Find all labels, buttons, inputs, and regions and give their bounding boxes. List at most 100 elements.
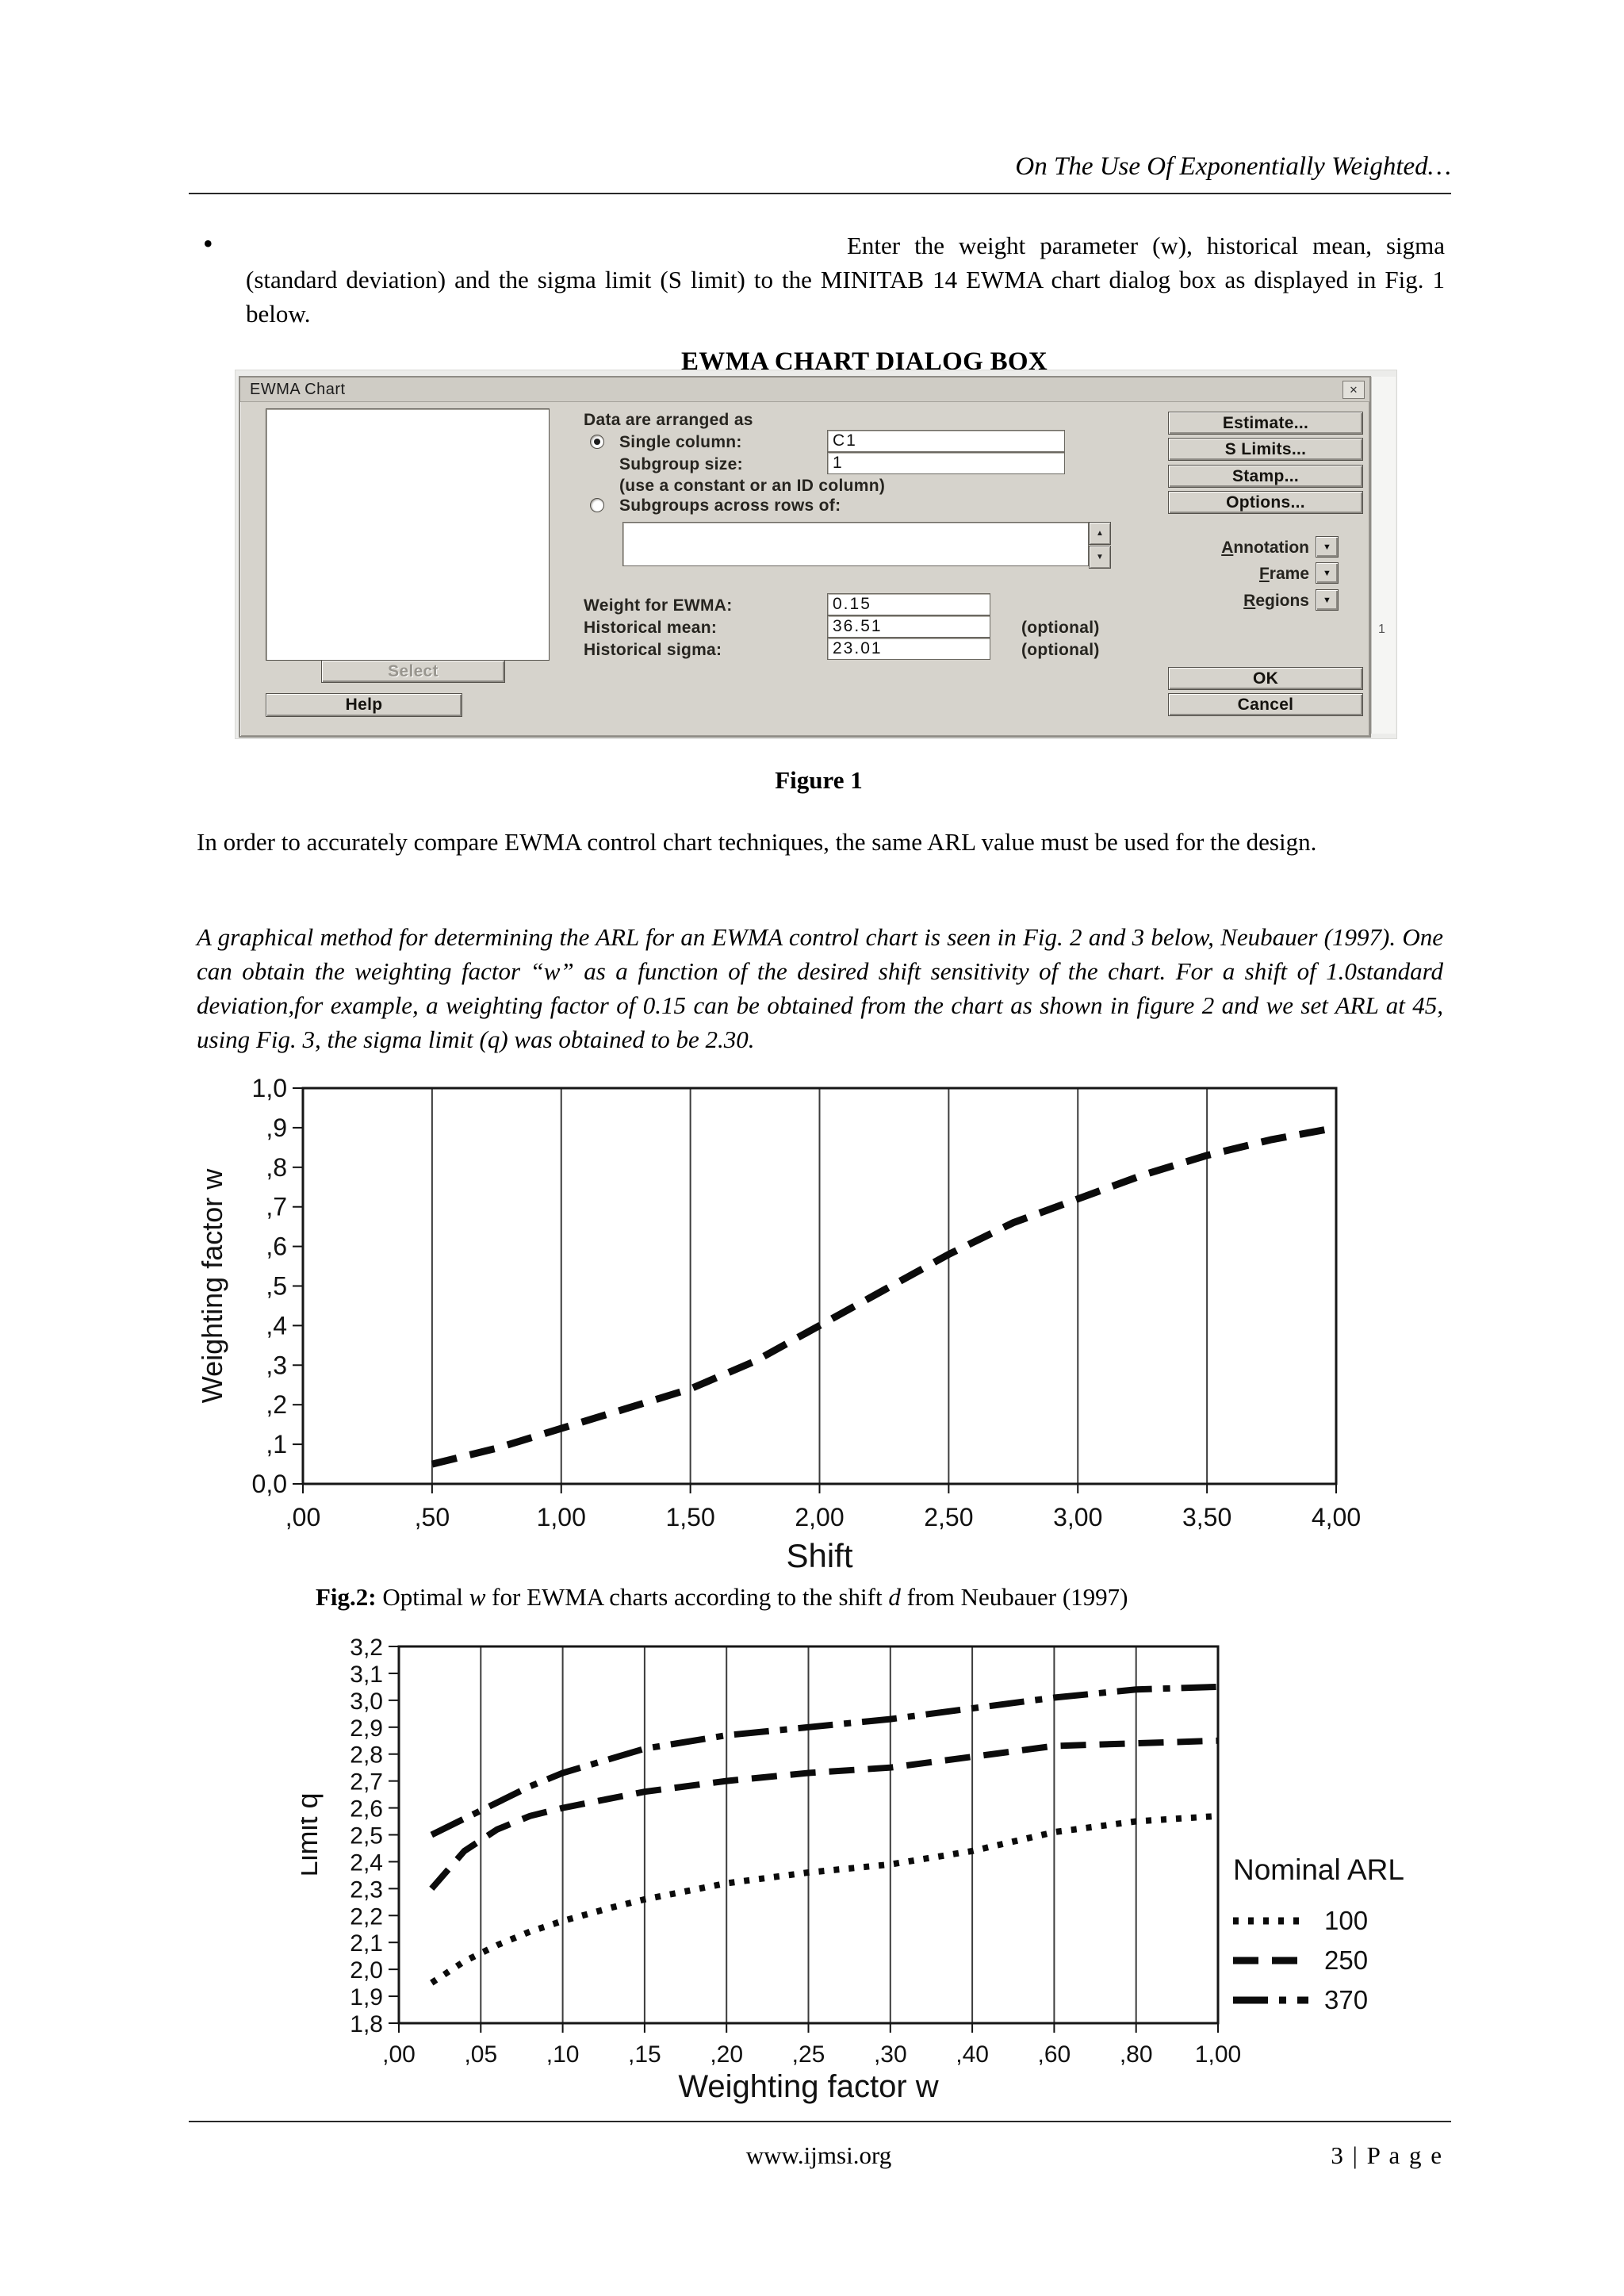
dialog-titlebar[interactable]: EWMA Chart ✕ (240, 378, 1369, 402)
svg-text:,00: ,00 (285, 1503, 320, 1531)
cancel-button[interactable]: Cancel (1168, 693, 1363, 716)
svg-text:,6: ,6 (266, 1232, 287, 1261)
svg-text:3,50: 3,50 (1182, 1503, 1231, 1531)
svg-text:,8: ,8 (266, 1153, 287, 1182)
svg-text:3,0: 3,0 (350, 1688, 383, 1715)
svg-text:3,2: 3,2 (350, 1635, 383, 1661)
subgroups-rows-label: Subgroups across rows of: (619, 496, 841, 515)
mean-optional-label: (optional) (1021, 619, 1100, 637)
svg-text:250: 250 (1324, 1945, 1368, 1975)
ewma-dialog-window: EWMA Chart ✕ Data are arranged as Single… (239, 376, 1371, 738)
ok-button[interactable]: OK (1168, 667, 1363, 690)
svg-text:Nominal ARL: Nominal ARL (1233, 1853, 1404, 1886)
svg-text:,4: ,4 (266, 1311, 287, 1340)
svg-text:,1: ,1 (266, 1430, 287, 1458)
svg-text:1,8: 1,8 (350, 2011, 383, 2037)
svg-text:2,5: 2,5 (350, 1823, 383, 1849)
svg-text:1,00: 1,00 (537, 1503, 586, 1531)
data-arranged-label: Data are arranged as (584, 411, 753, 429)
constant-hint-label: (use a constant or an ID column) (619, 477, 886, 495)
svg-text:2,1: 2,1 (350, 1930, 383, 1957)
svg-text:2,00: 2,00 (795, 1503, 844, 1531)
column-listbox[interactable] (266, 408, 550, 661)
close-icon[interactable]: ✕ (1342, 381, 1365, 399)
svg-text:,50: ,50 (415, 1503, 450, 1531)
regions-dropdown-button[interactable]: ▼ (1316, 589, 1339, 611)
weight-input[interactable]: 0.15 (827, 593, 990, 615)
s-limits-button[interactable]: S Limits... (1168, 438, 1363, 461)
fig2-caption-prefix: Fig.2: (316, 1583, 377, 1611)
fig2-caption-w: w (469, 1583, 486, 1611)
svg-text:2,3: 2,3 (350, 1876, 383, 1903)
figure1-caption: Figure 1 (775, 766, 863, 794)
svg-text:,60: ,60 (1038, 2041, 1071, 2068)
svg-text:Weighting factor w: Weighting factor w (678, 2069, 938, 2104)
svg-text:1,50: 1,50 (665, 1503, 714, 1531)
svg-text:,3: ,3 (266, 1351, 287, 1379)
svg-text:2,6: 2,6 (350, 1796, 383, 1823)
help-button[interactable]: Help (266, 693, 462, 717)
fig2-caption-part1: Optimal (376, 1583, 469, 1611)
sigma-input[interactable]: 23.01 (827, 638, 990, 660)
fig2-caption: Fig.2: Optimal w for EWMA charts accordi… (316, 1580, 1450, 1614)
options-button[interactable]: Options... (1168, 491, 1363, 514)
frame-dropdown-label: Frame (1258, 565, 1309, 583)
fig2-svg: ,00 ,50 1,00 1,50 2,00 2,50 3,00 3,50 4,00 1,0 ,9,… (198, 1074, 1361, 1574)
svg-text:,5: ,5 (266, 1272, 287, 1301)
svg-text:1,0: 1,0 (252, 1074, 287, 1102)
svg-text:,15: ,15 (628, 2041, 661, 2068)
svg-text:0,0: 0,0 (252, 1470, 287, 1498)
annotation-dropdown-button[interactable]: ▼ (1316, 536, 1339, 558)
subgroups-rows-radio[interactable] (590, 498, 604, 512)
svg-text:2,50: 2,50 (924, 1503, 973, 1531)
fig3-svg: ,00 ,05 ,10 ,15 ,20 ,25 ,30 ,40 ,60 ,80 1,00 3,23,1… (301, 1635, 1404, 2104)
dialog-title: EWMA Chart (250, 381, 346, 398)
frame-dropdown-button[interactable]: ▼ (1316, 562, 1339, 584)
svg-text:,05: ,05 (464, 2041, 497, 2068)
svg-text:3,1: 3,1 (350, 1662, 383, 1688)
subgroups-rows-input[interactable] (622, 522, 1089, 566)
svg-text:2,2: 2,2 (350, 1903, 383, 1930)
svg-text:,10: ,10 (546, 2041, 580, 2068)
weight-label: Weight for EWMA: (584, 596, 733, 615)
estimate-button[interactable]: Estimate... (1168, 412, 1363, 435)
fig2-caption-part3: from Neubauer (1997) (900, 1583, 1128, 1611)
graphical-method-paragraph: A graphical method for determining the A… (197, 923, 1443, 1053)
bullet-glyph: • (203, 228, 213, 259)
svg-text:4,00: 4,00 (1312, 1503, 1361, 1531)
svg-text:370: 370 (1324, 1985, 1368, 2014)
spinner-down-icon[interactable]: ▼ (1089, 546, 1111, 569)
svg-text:,2: ,2 (266, 1390, 287, 1419)
footer-rule (189, 2121, 1451, 2122)
background-row-number: 1 (1378, 623, 1385, 636)
svg-text:1,00: 1,00 (1195, 2041, 1241, 2068)
footer-website: www.ijmsi.org (745, 2141, 892, 2169)
single-column-label: Single column: (619, 433, 742, 451)
fig2-caption-d: d (888, 1583, 901, 1611)
svg-text:2,8: 2,8 (350, 1742, 383, 1769)
intro-paragraph: Enter the weight parameter (w), historic… (246, 232, 1445, 328)
rows-spinner[interactable]: ▲ ▼ (1089, 522, 1111, 569)
fig2-chart: ,00 ,50 1,00 1,50 2,00 2,50 3,00 3,50 4,00 1,0 ,9,… (198, 1061, 1435, 1585)
svg-text:100: 100 (1324, 1906, 1368, 1935)
svg-text:2,0: 2,0 (350, 1957, 383, 1984)
fig3-chart: ,00 ,05 ,10 ,15 ,20 ,25 ,30 ,40 ,60 ,80 1,00 3,2 3,1… (301, 1618, 1491, 2110)
mean-input[interactable]: 36.51 (827, 615, 990, 638)
select-button[interactable]: Select (321, 660, 505, 683)
svg-text:2,9: 2,9 (350, 1715, 383, 1742)
svg-text:,30: ,30 (874, 2041, 907, 2068)
spinner-up-icon[interactable]: ▲ (1089, 522, 1111, 545)
mean-label: Historical mean: (584, 619, 718, 637)
svg-text:3,00: 3,00 (1053, 1503, 1102, 1531)
stamp-button[interactable]: Stamp... (1168, 465, 1363, 488)
svg-text:,20: ,20 (710, 2041, 743, 2068)
arl-paragraph: In order to accurately compare EWMA cont… (197, 828, 1317, 856)
svg-text:1,9: 1,9 (350, 1984, 383, 2010)
regions-dropdown-label: Regions (1243, 592, 1309, 610)
subgroup-size-input[interactable]: 1 (827, 452, 1065, 474)
svg-text:2,7: 2,7 (350, 1769, 383, 1796)
sigma-label: Historical sigma: (584, 641, 722, 659)
svg-text:,40: ,40 (956, 2041, 989, 2068)
single-column-radio[interactable] (590, 435, 604, 449)
single-column-input[interactable]: C1 (827, 430, 1065, 452)
